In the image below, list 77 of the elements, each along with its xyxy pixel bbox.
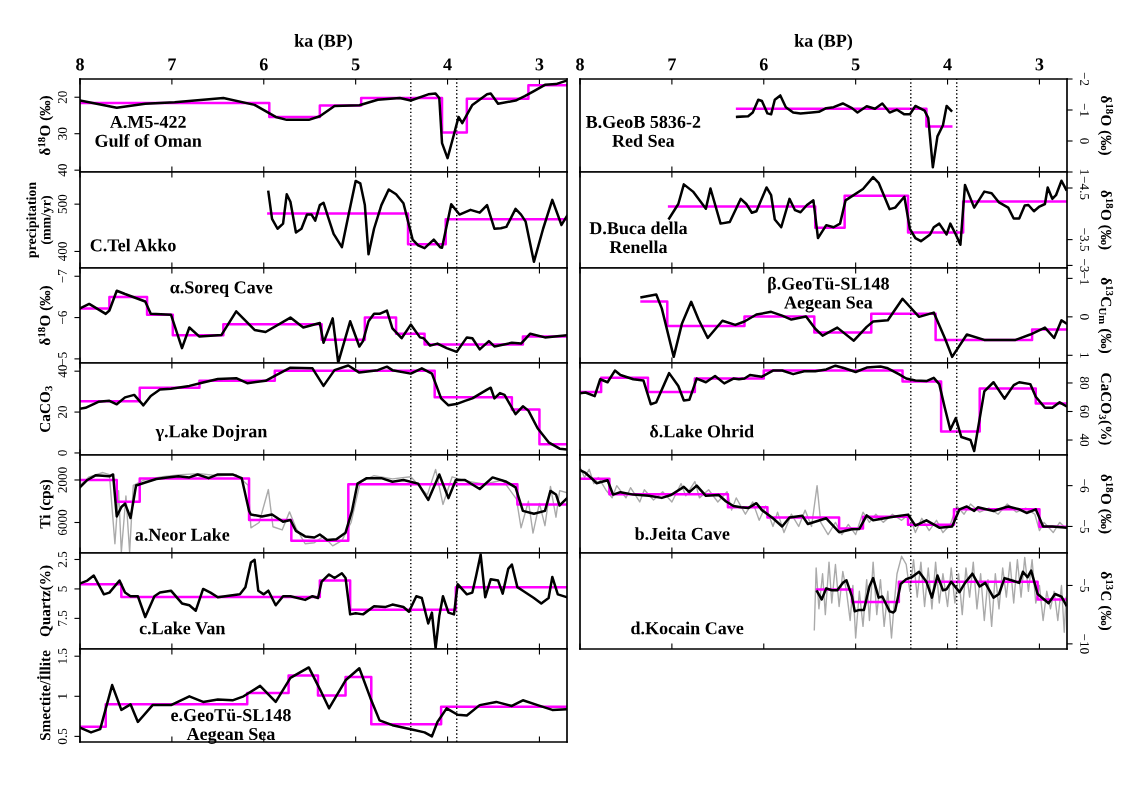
y-tick-label: 6000: [58, 509, 67, 536]
y-tick-label: 1: [58, 693, 67, 699]
y-tick-label: 0.5: [58, 728, 67, 745]
y-tick-label: 40: [58, 164, 67, 177]
y-tick-label: 400: [58, 242, 67, 262]
x-tick-label: 5: [351, 58, 360, 71]
y-tick-label: −5: [1080, 520, 1089, 533]
y-tick-label: −3: [1080, 259, 1089, 272]
y-axis-title: CaCO$_{3}$(%): [1097, 373, 1112, 445]
x-tick-label: 5: [851, 58, 860, 71]
annotation: d.Kocain Cave: [631, 621, 744, 635]
x-axis-title: ka (BP): [794, 34, 853, 51]
annotation: α.Soreq Cave: [170, 281, 273, 298]
y-tick-label: −1: [1080, 103, 1089, 117]
y-tick-label: 20: [58, 91, 67, 104]
x-tick-label: 6: [259, 58, 268, 71]
annotation: b.Jeita Cave: [634, 527, 730, 540]
y-tick-label: 30: [58, 127, 67, 140]
y-tick-label: −7: [58, 269, 67, 283]
x-tick-label: 3: [535, 58, 544, 71]
y-tick-label: −6: [58, 310, 67, 324]
y-tick-label: −10: [1080, 634, 1089, 654]
y-tick-label: 40: [58, 365, 67, 378]
x-tick-label: 7: [668, 58, 676, 71]
y-tick-label: −3.5: [1080, 228, 1089, 252]
annotation: C.Tel Akko: [90, 238, 176, 252]
y-tick-label: 7.5: [58, 610, 67, 626]
y-axis-title: δ$^{13}$C$_{Um}$ (‰): [1097, 277, 1114, 354]
y-axis-title: Ti (cps): [39, 479, 54, 529]
y-tick-label: 80: [1080, 376, 1089, 390]
y-tick-label: 0: [1080, 138, 1089, 144]
y-tick-label: −1: [1080, 272, 1089, 285]
y-tick-label: −4.5: [1080, 176, 1089, 200]
x-tick-label: 8: [576, 58, 584, 71]
y-tick-label: 0: [58, 450, 67, 456]
y-axis-title: CaCO$_{3}$: [39, 386, 53, 433]
x-tick-label: 6: [759, 58, 768, 71]
y-axis-title: δ$^{13}$C (‰): [1097, 571, 1114, 631]
annotation: β.GeoTü-SL148 Aegean Sea: [768, 276, 889, 313]
y-axis-title: δ$^{18}$O (‰): [1097, 474, 1114, 534]
y-tick-label: −6: [1080, 479, 1089, 493]
x-tick-label: 8: [76, 58, 84, 71]
y-tick-label: 1: [1080, 353, 1089, 358]
line-series: [813, 555, 1067, 639]
y-tick-label: −2: [1080, 72, 1089, 86]
annotation: A.M5-422 Gulf of Oman: [95, 115, 202, 147]
y-axis-title: δ$^{18}$O (‰): [38, 286, 54, 346]
y-tick-label: 60: [1080, 405, 1089, 418]
annotation: B.GeoB 5836-2 Red Sea: [585, 115, 701, 147]
y-axis-title: precipitation (mm/yr): [26, 182, 54, 258]
y-tick-label: 5: [58, 586, 67, 592]
annotation: e.GeoTü-SL148 Aegean Sea: [171, 708, 291, 744]
y-tick-label: 40: [1080, 433, 1089, 447]
y-tick-label: 500: [58, 194, 67, 214]
y-tick-label: −5: [1080, 579, 1089, 592]
x-axis-title: ka (BP): [294, 34, 353, 51]
annotation: δ.Lake Ohrid: [650, 424, 754, 438]
y-tick-label: 0: [1080, 314, 1089, 320]
y-axis-title: Smectite/İllite: [37, 650, 51, 741]
x-tick-label: 4: [943, 58, 952, 71]
y-axis-title: δ$^{18}$O (‰): [1097, 95, 1114, 155]
annotation: D.Buca della Renella: [589, 221, 688, 254]
y-tick-label: −5: [58, 352, 67, 366]
annotation: a.Neor Lake: [135, 528, 230, 541]
x-tick-label: 3: [1035, 58, 1044, 71]
y-tick-label: 1.5: [58, 648, 67, 664]
y-tick-label: 1: [1080, 169, 1089, 175]
annotation: c.Lake Van: [139, 621, 226, 635]
y-tick-label: 20: [58, 405, 67, 419]
y-axis-title: Quartz(%): [39, 565, 54, 637]
y-tick-label: 2.5: [58, 551, 67, 568]
y-axis-title: δ$^{18}$O (‰): [38, 96, 54, 156]
x-tick-label: 4: [443, 58, 452, 71]
y-tick-label: 2000: [58, 467, 67, 493]
annotation: γ.Lake Dojran: [155, 424, 268, 442]
y-axis-title: δ$^{18}$O (‰): [1097, 190, 1114, 250]
x-tick-label: 7: [168, 58, 176, 71]
